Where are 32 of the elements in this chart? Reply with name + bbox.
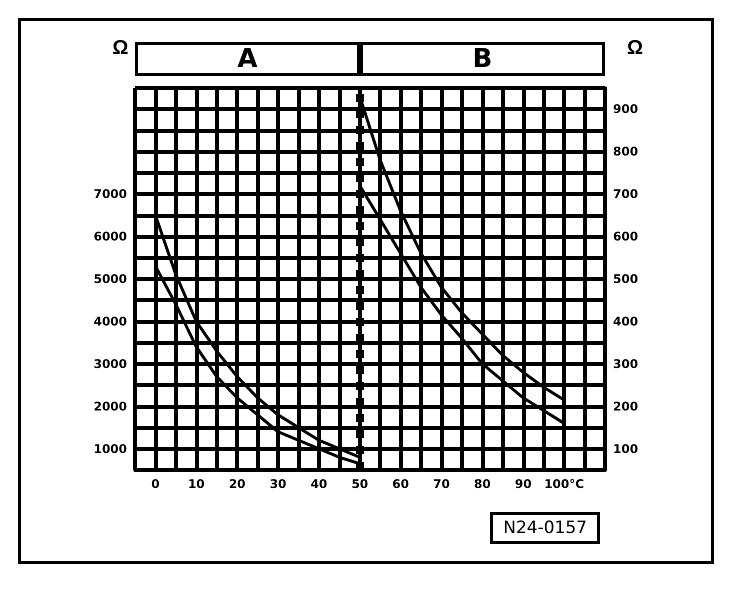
- y-tick-label: 4000: [94, 314, 127, 328]
- x-tick-label: 60: [392, 477, 410, 491]
- y-tick-label: 5000: [94, 272, 127, 286]
- y2-tick-label: 800: [613, 144, 638, 159]
- y-tick-label: 3000: [94, 356, 127, 371]
- x-tick-label: 40: [310, 477, 328, 491]
- y2-tick-label: 300: [613, 356, 638, 371]
- x-tick-label: 0: [151, 477, 160, 491]
- y-tick-label: 7000: [94, 187, 127, 202]
- y2-tick-label: 500: [613, 272, 638, 286]
- y2-axis-title: Ω: [626, 37, 644, 59]
- y2-tick-label: 200: [613, 399, 638, 414]
- x-tick-label: 80: [474, 477, 491, 491]
- x-tick-label: 50: [351, 477, 368, 491]
- y2-tick-label: 100: [613, 442, 638, 456]
- x-tick-label: 70: [433, 477, 450, 491]
- y-tick-label: 1000: [94, 442, 127, 456]
- text: N24-0157: [490, 512, 600, 544]
- y2-tick-label: 600: [613, 230, 638, 244]
- y2-tick-label: 400: [613, 314, 638, 328]
- x-tick-label: 20: [228, 477, 246, 491]
- text: A: [135, 42, 360, 76]
- y2-tick-label: 700: [613, 187, 638, 202]
- y2-tick-label: 900: [613, 102, 638, 116]
- x-tick-label: 10: [188, 477, 205, 491]
- x-tick-label: 90: [514, 477, 532, 491]
- x-tick-label: 30: [270, 477, 286, 491]
- text: B: [360, 42, 605, 76]
- y-tick-label: 2000: [94, 399, 127, 414]
- y-axis-title: Ω: [112, 37, 128, 59]
- y-tick-label: 6000: [94, 230, 127, 244]
- x-tick-label: 100°C: [544, 477, 584, 491]
